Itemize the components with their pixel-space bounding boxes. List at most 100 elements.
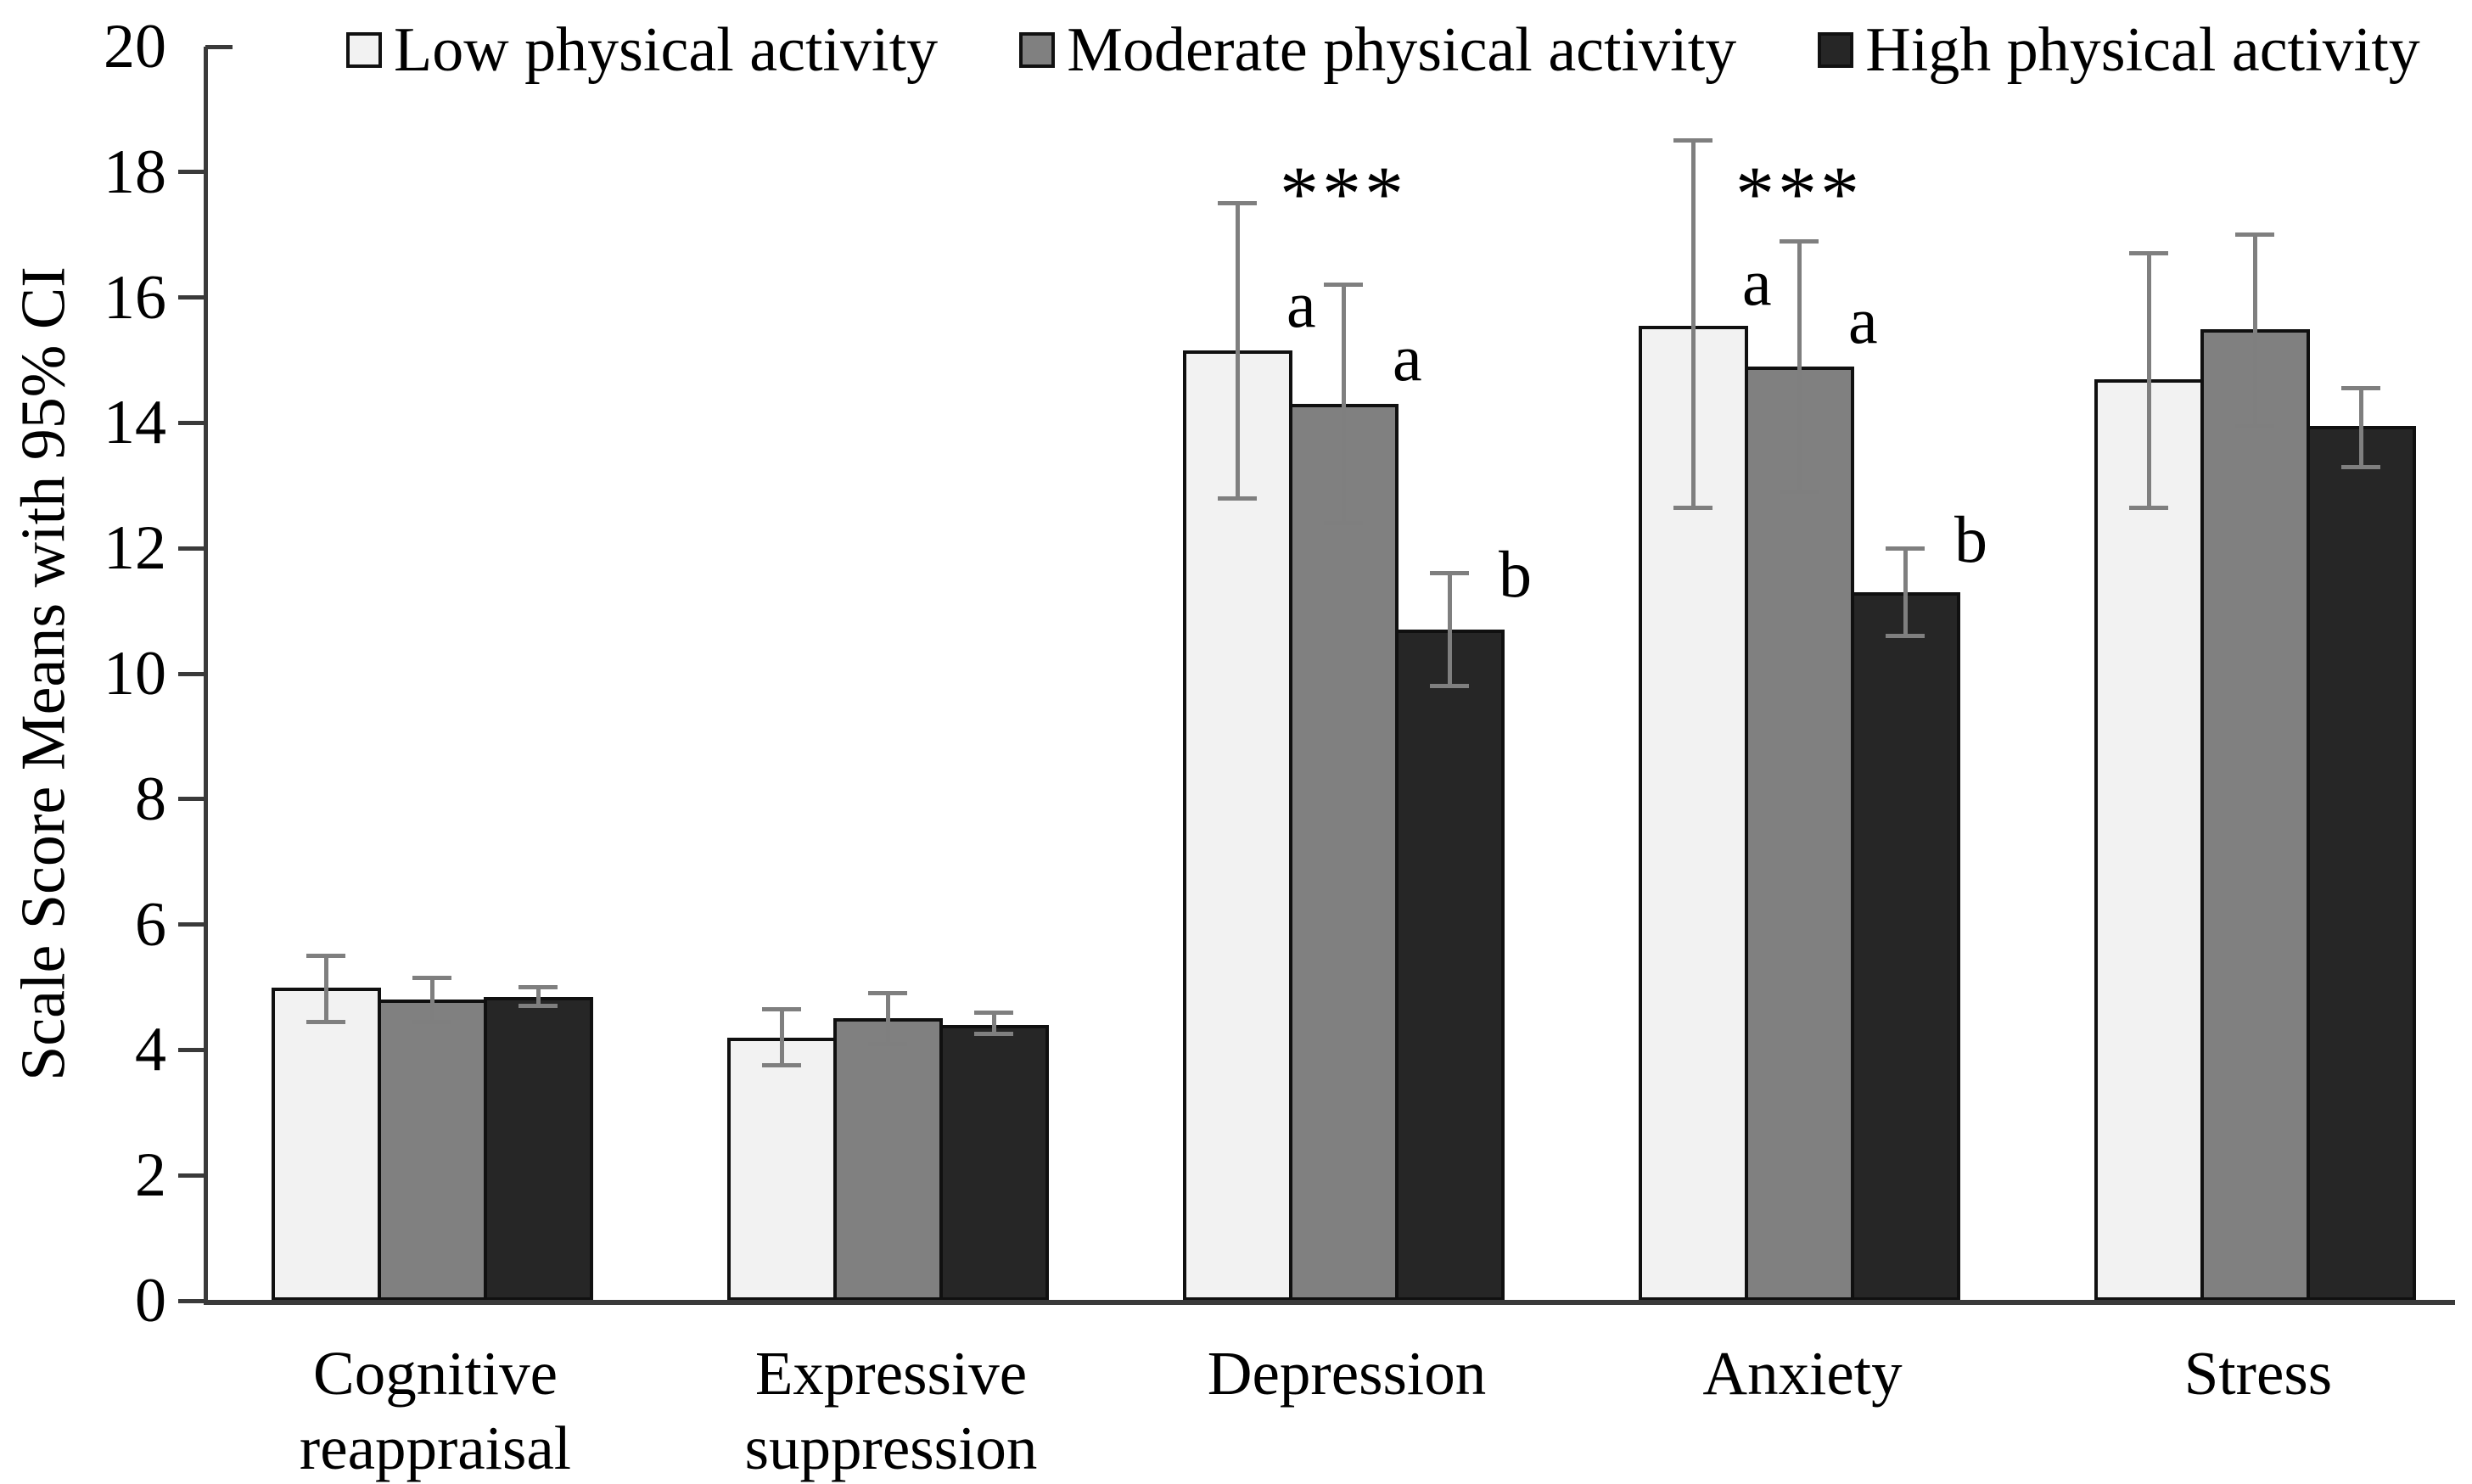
error-bar-low-physical-activity-anxiety [1690,140,1696,508]
error-bar-moderate-physical-activity-depression [1341,284,1346,524]
legend-swatch-icon [1019,32,1056,68]
error-cap-bottom-low-physical-activity-anxiety [1673,505,1712,510]
sig-letter-a-anxiety-1: a [1848,283,1878,357]
sig-letter-a-anxiety-0: a [1742,245,1772,320]
y-tick-20 [205,44,233,49]
y-tick-16 [178,295,205,300]
legend-item-high-physical-activity: High physical activity [1818,19,2420,81]
error-bar-high-physical-activity-depression [1447,573,1452,686]
legend-swatch-icon [1818,32,1854,68]
y-tick-label-6: 6 [135,889,166,960]
y-tick-4 [178,1047,205,1052]
error-bar-high-physical-activity-stress [2358,388,2363,468]
error-cap-bottom-high-physical-activity-anxiety [1886,634,1925,639]
y-tick-0 [178,1298,205,1303]
error-cap-bottom-moderate-physical-activity-depression [1324,521,1363,526]
bar-high-physical-activity-cognitive-reappraisal [483,996,593,1301]
bar-high-physical-activity-depression [1394,630,1505,1301]
category-label-line: Cognitive [313,1339,558,1408]
error-cap-bottom-low-physical-activity-depression [1218,496,1257,501]
bar-high-physical-activity-expressive-suppression [939,1024,1049,1301]
y-tick-label-2: 2 [135,1140,166,1211]
bar-moderate-physical-activity-cognitive-reappraisal [377,1000,487,1301]
y-tick-8 [178,797,205,802]
y-tick-10 [178,671,205,676]
y-tick-label-20: 20 [104,12,166,81]
error-cap-bottom-moderate-physical-activity-stress [2235,423,2274,428]
error-cap-bottom-high-physical-activity-cognitive-reappraisal [519,1004,558,1009]
error-bar-low-physical-activity-stress [2146,253,2151,508]
error-cap-top-moderate-physical-activity-anxiety [1780,238,1819,244]
category-label-line: Anxiety [1702,1339,1903,1408]
error-cap-top-low-physical-activity-stress [2129,251,2168,256]
error-cap-top-moderate-physical-activity-expressive-suppression [868,991,907,996]
y-tick-12 [178,546,205,551]
legend-item-moderate-physical-activity: Moderate physical activity [1019,19,1736,81]
category-label-line: reappraisal [299,1414,572,1482]
error-cap-bottom-low-physical-activity-expressive-suppression [762,1063,801,1068]
error-cap-top-high-physical-activity-stress [2341,386,2380,391]
error-cap-top-low-physical-activity-cognitive-reappraisal [306,954,345,959]
error-bar-moderate-physical-activity-anxiety [1797,241,1802,492]
y-axis-line [204,47,208,1303]
category-label-depression: Depression [1119,1336,1575,1411]
bar-moderate-physical-activity-stress [2200,328,2310,1301]
legend-swatch-icon [346,32,382,68]
error-bar-low-physical-activity-expressive-suppression [779,1009,784,1066]
error-cap-top-low-physical-activity-depression [1218,201,1257,206]
y-tick-6 [178,922,205,927]
error-cap-top-high-physical-activity-cognitive-reappraisal [519,985,558,989]
category-label-line: Expressive [754,1339,1028,1408]
significance-stars-anxiety: *** [1735,149,1863,237]
category-label-anxiety: Anxiety [1575,1336,2031,1411]
y-tick-2 [178,1173,205,1178]
category-label-line: suppression [744,1414,1038,1482]
y-tick-label-4: 4 [135,1015,166,1085]
sig-letter-b-anxiety-2: b [1954,502,1987,577]
x-axis-line [204,1300,2455,1305]
error-cap-top-high-physical-activity-anxiety [1886,546,1925,551]
error-cap-top-moderate-physical-activity-cognitive-reappraisal [412,975,451,980]
category-label-stress: Stress [2031,1336,2472,1411]
error-cap-top-high-physical-activity-depression [1430,571,1469,576]
error-cap-bottom-moderate-physical-activity-expressive-suppression [868,1041,907,1046]
bar-low-physical-activity-expressive-suppression [726,1037,837,1301]
y-tick-label-12: 12 [104,513,166,584]
significance-stars-depression: *** [1280,149,1407,237]
error-cap-top-low-physical-activity-expressive-suppression [762,1006,801,1011]
bar-moderate-physical-activity-depression [1288,404,1399,1301]
legend-label: Moderate physical activity [1067,15,1737,85]
y-tick-18 [178,170,205,175]
error-cap-bottom-low-physical-activity-cognitive-reappraisal [306,1019,345,1024]
error-bar-high-physical-activity-expressive-suppression [991,1012,996,1034]
legend-item-low-physical-activity: Low physical activity [346,19,938,81]
y-tick-label-16: 16 [104,262,166,333]
error-bar-high-physical-activity-anxiety [1903,548,1908,636]
y-tick-label-8: 8 [135,764,166,834]
legend-label: Low physical activity [394,15,939,85]
y-tick-label-10: 10 [104,639,166,708]
error-cap-bottom-low-physical-activity-stress [2129,505,2168,510]
sig-letter-a-depression-0: a [1286,267,1316,342]
y-tick-label-18: 18 [104,137,166,207]
y-tick-14 [178,420,205,425]
error-cap-bottom-moderate-physical-activity-cognitive-reappraisal [412,1019,451,1024]
category-label-line: Depression [1207,1339,1487,1408]
error-cap-top-high-physical-activity-expressive-suppression [974,1010,1013,1015]
error-cap-bottom-high-physical-activity-stress [2341,464,2380,469]
bar-moderate-physical-activity-expressive-suppression [832,1018,943,1301]
y-tick-label-14: 14 [104,388,166,458]
sig-letter-a-depression-1: a [1393,320,1422,395]
sig-letter-b-depression-2: b [1499,536,1532,611]
error-bar-moderate-physical-activity-stress [2252,234,2257,427]
legend: Low physical activity Moderate physical a… [346,19,2420,81]
category-label-cognitive-reappraisal: Cognitive reappraisal [208,1336,664,1484]
bar-high-physical-activity-stress [2306,426,2416,1301]
category-label-line: Stress [2183,1339,2333,1408]
error-cap-bottom-high-physical-activity-depression [1430,684,1469,689]
error-cap-bottom-moderate-physical-activity-anxiety [1780,490,1819,495]
error-cap-bottom-high-physical-activity-expressive-suppression [974,1032,1013,1037]
category-label-expressive-suppression: Expressive suppression [664,1336,1119,1484]
error-bar-low-physical-activity-cognitive-reappraisal [323,955,328,1022]
